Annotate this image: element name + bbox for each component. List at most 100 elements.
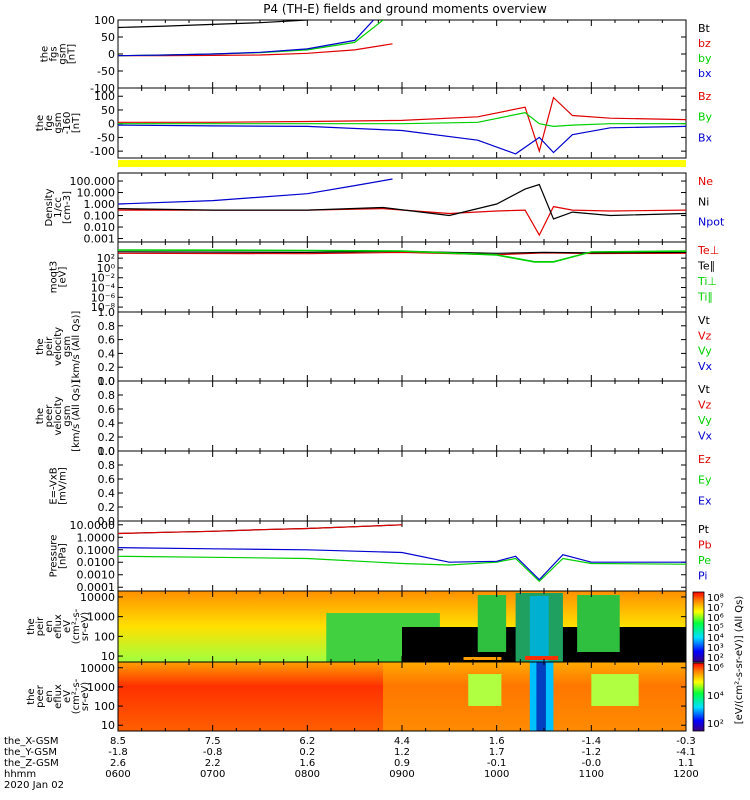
y-tick-label: 0.2 — [98, 431, 116, 444]
colorbar-top — [692, 591, 705, 663]
y-tick-label: 10.0000 — [70, 519, 116, 532]
y-tick-label: 0.001 — [84, 233, 116, 246]
x-tick-label-hhmm: 0700 — [200, 769, 225, 780]
x-tick-label-y_gsm: -1.2 — [582, 747, 602, 758]
legend-efield-Ey: Ey — [698, 474, 712, 487]
y-axis-label: the — [35, 115, 46, 131]
y-tick-label: 0 — [108, 118, 115, 131]
x-tick-label-z_gsm: 2.2 — [205, 758, 221, 769]
x-tick-label-x_gsm: 7.5 — [205, 736, 221, 747]
colorbar-tick-label: 10⁴ — [707, 691, 724, 702]
series-temp-Te∥ — [118, 250, 686, 254]
y-axis-label: moqt3 — [49, 261, 60, 294]
y-axis-label: the — [26, 688, 37, 704]
y-tick-label: 1000 — [87, 681, 115, 694]
spectrogram-band-green-patch — [468, 674, 502, 706]
y-tick-label: 0.1000 — [77, 544, 116, 557]
series-pressure-Pb — [118, 524, 403, 535]
x-tick-label-hhmm: 0600 — [105, 769, 130, 780]
legend-peer_vel-Vx: Vx — [698, 430, 713, 443]
panel-peir_vel: 1.00.80.60.40.20.0thepeirvelocitygsm[km/… — [35, 306, 713, 388]
x-tick-label-z_gsm: -0.1 — [487, 758, 507, 769]
x-tick-label-z_gsm: 1.6 — [299, 758, 315, 769]
legend-pressure-Pb: Pb — [698, 539, 712, 552]
y-tick-label: 1.000 — [84, 198, 116, 211]
spectrogram-band-green-patch — [577, 595, 620, 652]
legend-temp-Te∥: Te∥ — [697, 260, 715, 273]
y-tick-label: 0.0001 — [77, 581, 116, 594]
y-axis-label: [km/s (All Qs)] — [71, 311, 82, 383]
colorbar-tick-label: 10² — [707, 653, 724, 664]
series-fge-Bz — [118, 96, 686, 154]
y-axis-label: Density — [44, 188, 55, 226]
panel-frame — [117, 172, 687, 243]
y-tick-label: 0.0100 — [77, 556, 116, 569]
y-tick-label: 0.4 — [98, 347, 116, 360]
y-tick-label: 0.0010 — [77, 569, 116, 582]
series-group-fge — [118, 96, 686, 155]
colorbar-bottom — [692, 662, 705, 732]
y-tick-label: 1.0 — [98, 306, 116, 319]
chart-layer — [118, 20, 686, 583]
series-pressure-Pi — [118, 547, 686, 581]
y-axis-label: gsm — [53, 112, 64, 133]
spectrogram-marker-red — [525, 656, 559, 660]
x-tick-label-x_gsm: -0.3 — [676, 736, 696, 747]
legend-peir_vel-Vt: Vt — [698, 314, 711, 327]
y-axis-label: peer — [35, 684, 46, 708]
x-tick-label-x_gsm: 4.4 — [394, 736, 410, 747]
legend-efield-Ez: Ez — [698, 453, 711, 466]
y-axis-label: eflux — [53, 614, 64, 639]
legend-efield-Ex: Ex — [698, 494, 712, 507]
y-tick-label: 0.0 — [98, 515, 116, 528]
colorbar-tick-label: 10⁶ — [707, 663, 724, 674]
x-tick-label-z_gsm: 1.1 — [678, 758, 694, 769]
colorbar-tick-label: 10⁵ — [707, 623, 724, 634]
y-tick-label: 0.6 — [98, 334, 116, 347]
x-tick-label-x_gsm: -1.4 — [582, 736, 602, 747]
y-tick-label: -50 — [97, 131, 115, 144]
legend-fgs-bz: bz — [698, 37, 711, 50]
legend-density-Ni: Ni — [698, 195, 709, 208]
legend-peer_vel-Vz: Vz — [698, 399, 712, 412]
y-axis-label: (cm²-s- — [71, 678, 82, 714]
y-tick-label: 100 — [94, 700, 115, 713]
legend-fgs-by: by — [698, 52, 712, 65]
y-tick-label: -50 — [97, 65, 115, 78]
x-tick-label-z_gsm: 0.9 — [394, 758, 410, 769]
legend-fge-Bx: Bx — [698, 131, 713, 144]
y-axis-label: eflux — [53, 684, 64, 709]
series-fgs-bx — [118, 20, 375, 57]
legend-pressure-Pi: Pi — [698, 570, 707, 583]
legend-density-Npot: Npot — [698, 216, 725, 229]
spectrogram-peer_eflux — [118, 662, 686, 731]
series-group-fgs — [118, 20, 393, 57]
legend-pressure-Pe: Pe — [698, 554, 711, 567]
y-tick-label: 0.0 — [98, 375, 116, 388]
y-tick-label: 10⁻² — [91, 272, 115, 285]
y-axis-label: sr-eV) — [80, 682, 91, 711]
series-fgs-bz — [118, 43, 393, 57]
y-tick-label: 100 — [94, 90, 115, 103]
panel-frame — [117, 450, 687, 522]
series-group-density — [118, 178, 686, 237]
panels-layer: 100500-50-100thefgsgsm[nT]Btbzbybx100500… — [26, 14, 725, 732]
x-tick-label-z_gsm: -0.0 — [582, 758, 602, 769]
y-axis-label: [nT] — [67, 44, 78, 64]
x-tick-label-hhmm: 1000 — [484, 769, 509, 780]
y-tick-label: 100 — [94, 14, 115, 27]
legend-fge-Bz: Bz — [698, 90, 712, 103]
panel-peer_eflux: 10000 1000 100 10 thepeerenefluxeV(cm²-s-sr-… — [26, 661, 687, 732]
y-axis-label: velocity — [53, 327, 64, 366]
legend-peir_vel-Vz: Vz — [698, 329, 712, 342]
series-density-Npot — [118, 178, 393, 205]
panel-peir_eflux: 10000 1000 100 10 thepeirenefluxeV(cm²-s-sr-… — [26, 590, 687, 663]
colorbar-label: [eV/(cm²-s-sr-eV)] (All Qs) — [734, 596, 745, 725]
colorbar-tick-label: 10⁷ — [707, 603, 724, 614]
panel-peer_vel: 1.00.80.60.40.20.0thepeervelocitygsm[km/… — [35, 375, 713, 458]
y-axis-label: the — [40, 46, 51, 62]
legend-fgs-bx: bx — [698, 67, 712, 80]
y-tick-label: 0.8 — [98, 320, 116, 333]
